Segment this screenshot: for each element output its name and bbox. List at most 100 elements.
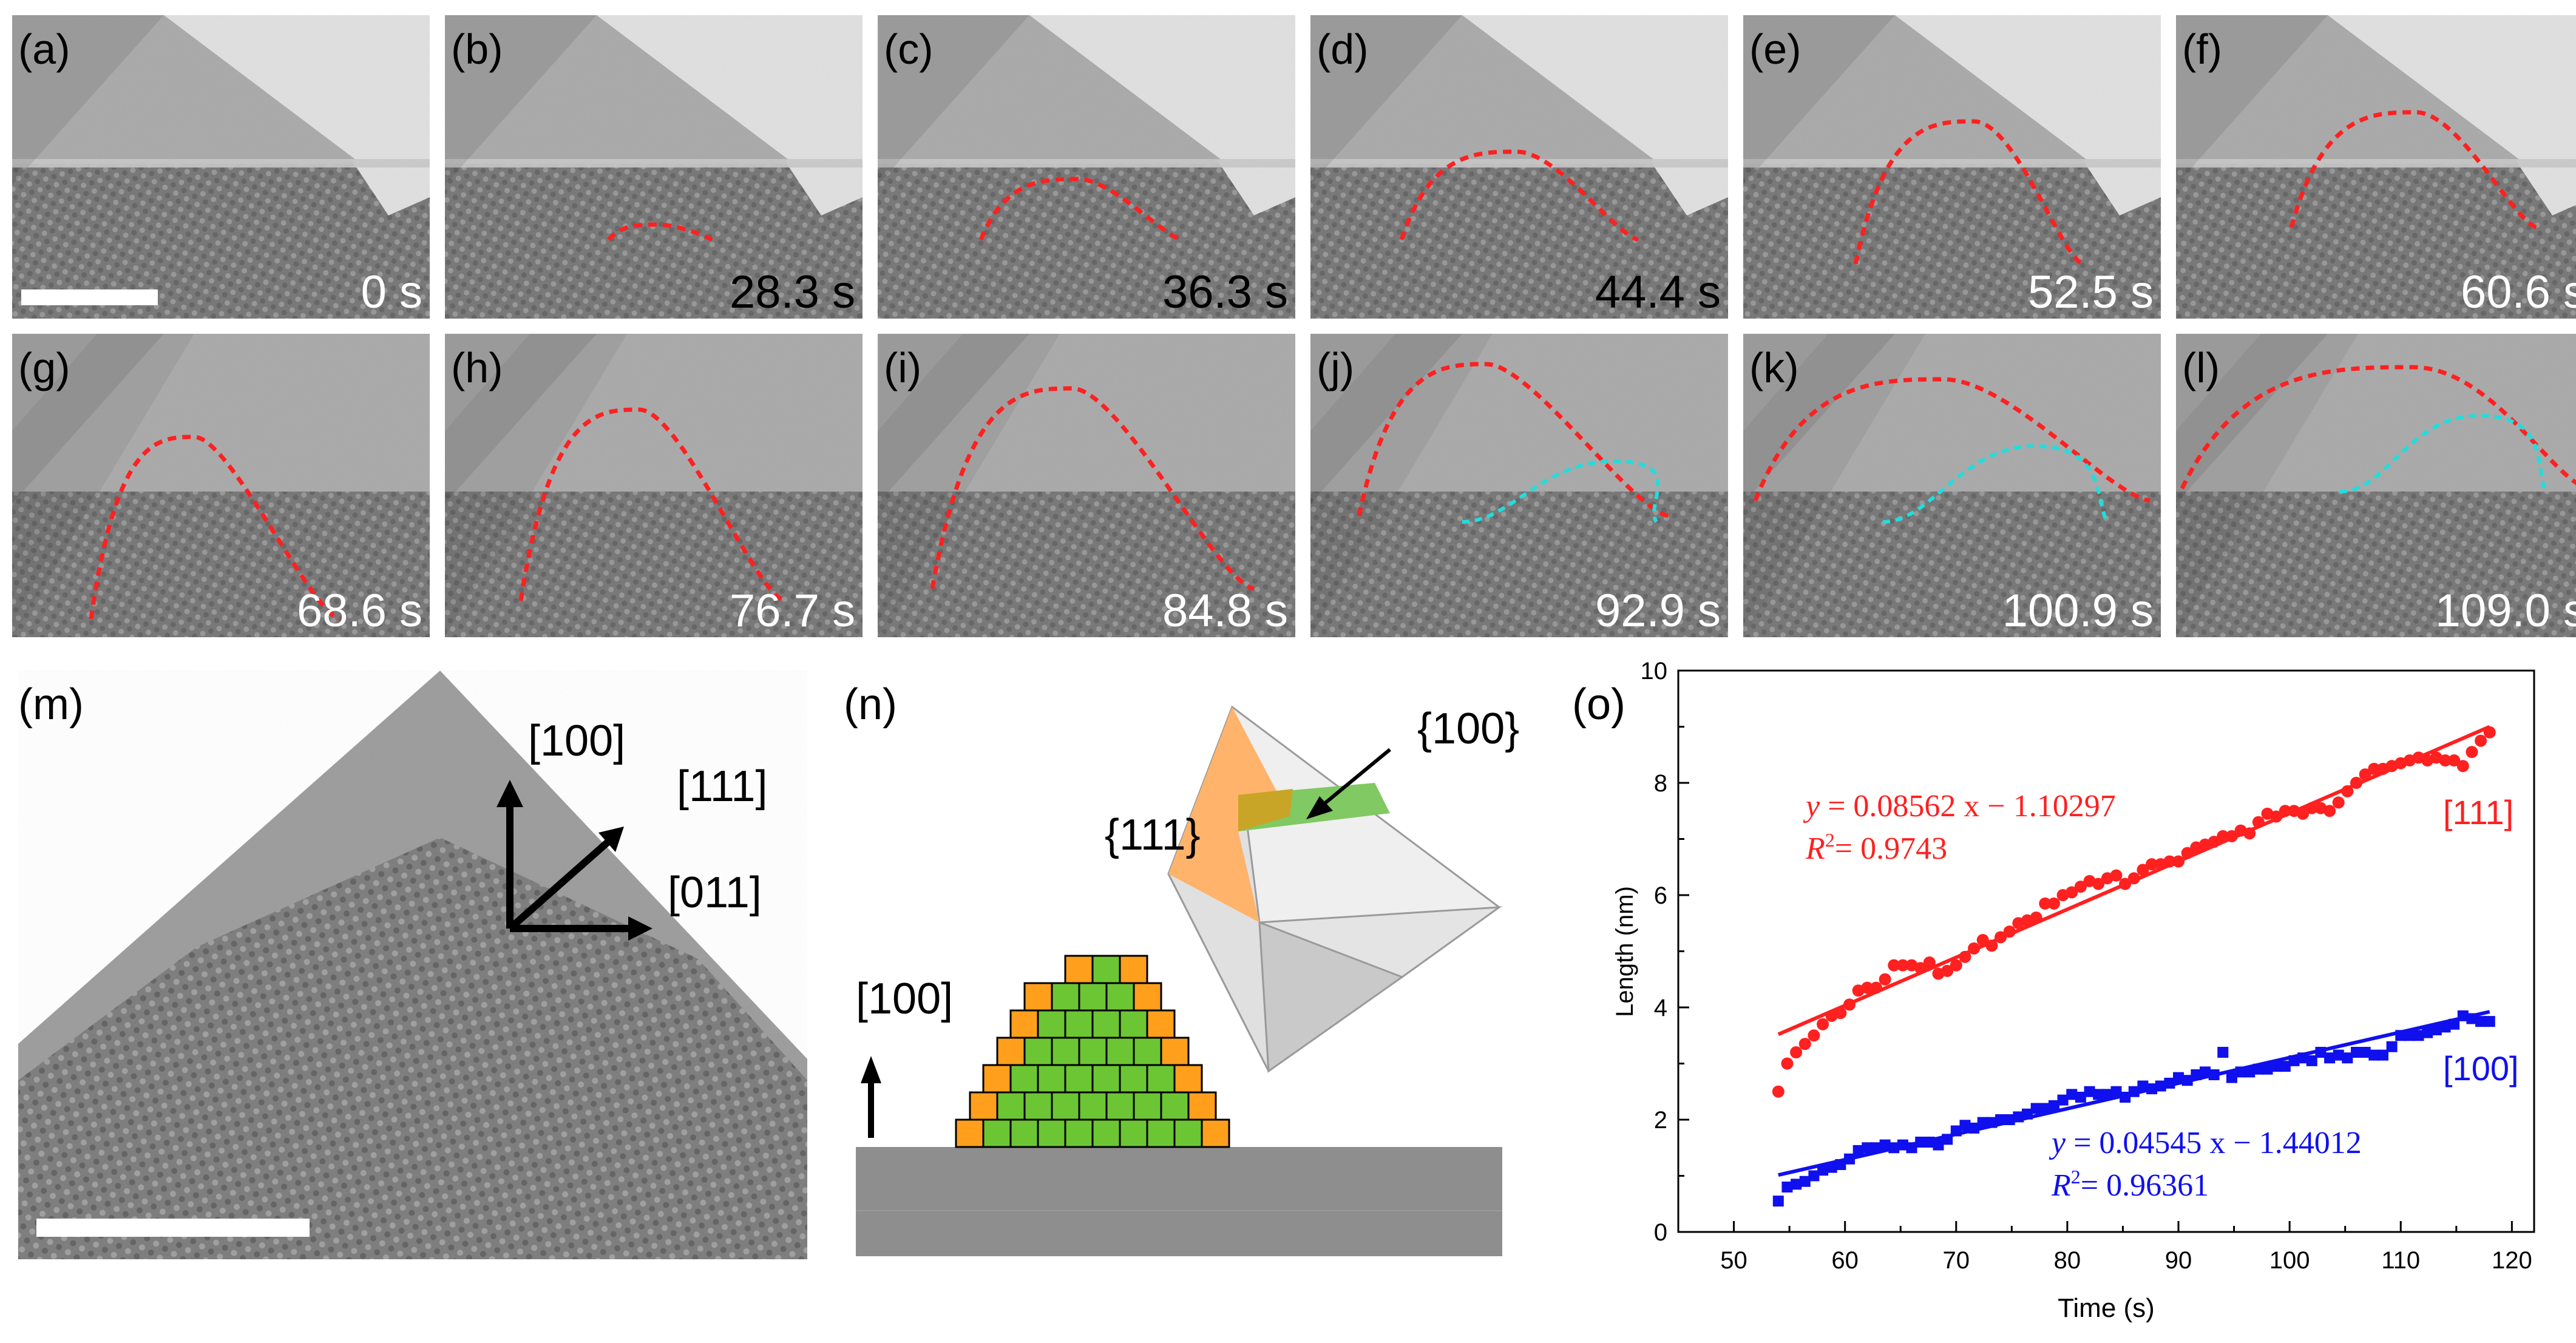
tem-panel-l: (l) 109.0 s [2176,334,2576,637]
atom-core-100 [1146,1118,1176,1148]
data-point-circle [1790,1046,1803,1058]
atom-edge-111 [1023,982,1053,1012]
data-point-circle [2368,762,2381,775]
data-point-square [2048,1100,2059,1111]
substrate-top [856,1147,1502,1211]
data-point-circle [1968,942,1981,955]
atom-edge-111 [1146,1009,1176,1039]
data-point-square [2191,1069,2202,1080]
data-point-circle [1888,959,1900,972]
y-tick-label: 4 [1654,995,1667,1021]
atom-core-100 [1133,1091,1162,1121]
data-point-square [1995,1114,2007,1125]
data-point-square [1862,1142,1873,1154]
data-point-circle [2332,796,2345,809]
timestamp: 76.7 s [730,585,855,637]
atom-core-100 [1119,1118,1148,1148]
data-point-square [1915,1137,1927,1148]
data-point-square [1968,1122,1980,1134]
atom-core-100 [1091,955,1121,984]
data-point-square [1772,1196,1784,1207]
data-point-circle [2448,754,2461,766]
data-point-square [2120,1092,2131,1103]
data-point-square [1870,1142,1882,1154]
tem-panel-g: (g) 68.6 s [12,334,430,637]
data-point-square [2430,1024,2442,1035]
atom-core-100 [1119,1009,1148,1039]
x-tick-label: 120 [2492,1247,2532,1274]
timestamp: 92.9 s [1595,585,1721,637]
data-point-square [2208,1069,2220,1080]
panel-n-label: (n) [844,680,897,729]
data-point-square [2297,1052,2309,1064]
x-tick-label: 70 [1943,1247,1970,1274]
data-point-square [1879,1139,1891,1151]
growth-contour-red [930,386,1255,591]
data-point-square [2279,1061,2291,1072]
fit-equation-111: y = 0.08562 x − 1.10297 [1803,789,2116,824]
atom-core-100 [982,1118,1012,1148]
data-point-circle [1914,962,1927,975]
scale-bar [21,289,158,305]
data-point-square [1933,1139,1944,1151]
growth-contour-red [2289,110,2538,230]
atom-edge-111 [955,1118,985,1148]
data-point-circle [2297,807,2310,820]
data-point-square [2395,1030,2407,1041]
data-point-square [2466,1013,2478,1024]
direction-111-label: [111] [677,762,767,811]
data-point-square [1906,1142,1917,1154]
panel-m-label: (m) [18,680,84,729]
atom-core-100 [1091,1009,1121,1039]
facet-100-label: {100} [1417,705,1519,753]
data-point-square [2164,1077,2175,1089]
data-point-circle [1843,998,1856,1011]
atom-core-100 [1037,1064,1066,1094]
data-point-circle [2146,858,2158,871]
data-point-circle [2279,805,2291,817]
facet-111-label: {111} [1105,811,1201,859]
data-point-circle [2341,785,2354,797]
series-100-label: [100] [2443,1049,2519,1088]
data-point-circle [2172,855,2185,868]
data-point-circle [2003,925,2016,938]
y-axis-label: Length (nm) [1612,886,1638,1017]
data-point-square [1817,1165,1829,1176]
data-point-square [2342,1052,2353,1064]
data-point-square [2226,1072,2237,1083]
y-tick-label: 8 [1654,770,1667,797]
data-point-circle [1923,956,1936,969]
y-tick-label: 0 [1654,1219,1667,1246]
data-point-square [2039,1103,2051,1114]
data-point-square [1942,1134,1953,1145]
atom-core-100 [1078,1091,1108,1121]
panel-label: (a) [18,25,70,73]
data-point-square [2066,1089,2078,1100]
atom-core-100 [1091,1118,1121,1148]
tem-panel-f: (f) 60.6 s [2176,15,2576,319]
data-point-circle [1808,1029,1820,1042]
data-point-square [2315,1047,2327,1058]
data-point-square [2030,1103,2042,1114]
data-point-square [2075,1092,2086,1103]
data-point-circle [2252,816,2265,828]
data-point-square [2244,1066,2256,1078]
data-point-circle [2359,768,2371,781]
x-tick-label: 60 [1831,1247,1859,1274]
data-point-square [2475,1016,2487,1027]
data-point-square [2173,1072,2185,1083]
data-point-square [1959,1120,1971,1131]
data-point-circle [1879,973,1891,986]
data-point-square [2199,1066,2211,1078]
atom-core-100 [1023,1037,1053,1066]
data-point-circle [2456,760,2469,773]
data-point-square [1791,1179,1802,1190]
data-point-circle [1772,1085,1785,1098]
data-point-square [2093,1089,2104,1100]
data-point-square [1808,1170,1820,1182]
atom-core-100 [1105,982,1135,1012]
data-point-square [2288,1055,2300,1066]
data-point-circle [2466,746,2478,759]
growth-contour-cyan [1882,444,2109,524]
